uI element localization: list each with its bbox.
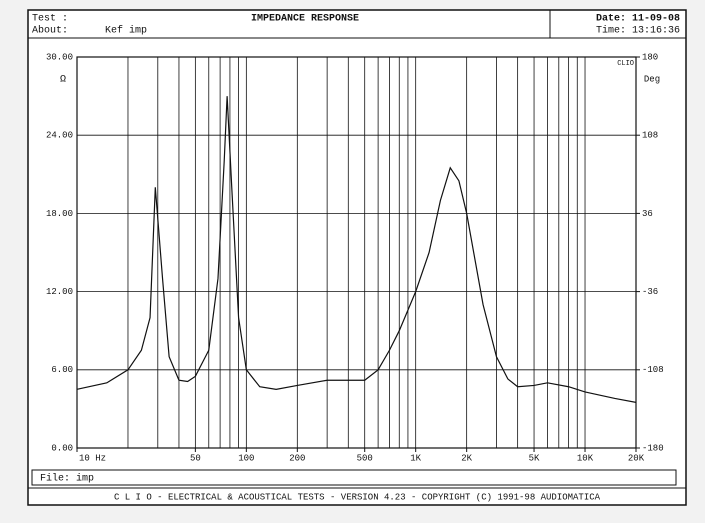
footer: C L I O - ELECTRICAL & ACOUSTICAL TESTS … xyxy=(114,492,601,502)
y2-axis-label: Deg xyxy=(644,74,660,84)
x-tick-label: 200 xyxy=(289,453,305,463)
y-tick-label: 0.00 xyxy=(51,443,73,453)
y-tick-label: 18.00 xyxy=(46,209,73,219)
y2-tick-label: -180 xyxy=(642,443,664,453)
x-tick-label: 10K xyxy=(577,453,594,463)
brand: CLIO xyxy=(617,60,634,68)
frame xyxy=(27,9,687,506)
y2-tick-label: 180 xyxy=(642,52,658,62)
time: Time: 13:16:36 xyxy=(596,25,680,37)
x-tick-label: 50 xyxy=(190,453,201,463)
x-tick-label: 10 Hz xyxy=(79,453,106,463)
file: File: imp xyxy=(40,473,94,485)
x-tick-label: 100 xyxy=(238,453,254,463)
y-tick-label: 24.00 xyxy=(46,131,73,141)
x-tick-label: 5K xyxy=(529,453,540,463)
file-box xyxy=(31,469,677,486)
title: IMPEDANCE RESPONSE xyxy=(251,14,359,25)
impedance-curve xyxy=(76,96,637,403)
y-tick-label: 12.00 xyxy=(46,287,73,297)
x-tick-label: 1K xyxy=(410,453,421,463)
y-axis-label: Ω xyxy=(60,75,66,86)
y2-tick-label: 108 xyxy=(642,131,658,141)
plot: 10 Hz 50 100 200 500 1K 2K 5K 10K 20K 0.00 6.00 12.0… xyxy=(46,52,664,463)
x-tick-label: 20K xyxy=(628,453,645,463)
x-tick-label: 500 xyxy=(357,453,373,463)
y2-tick-label: -108 xyxy=(642,365,664,375)
about-label: About: xyxy=(32,25,68,37)
about: Kef imp xyxy=(105,25,147,37)
y2-tick-label: -36 xyxy=(642,287,658,297)
x-tick-label: 2K xyxy=(461,453,472,463)
y2-tick-label: 36 xyxy=(642,209,653,219)
y-tick-label: 6.00 xyxy=(51,365,73,375)
y-tick-label: 30.00 xyxy=(46,52,73,62)
date: Date: 11-09-08 xyxy=(596,14,680,25)
test-label: Test : xyxy=(32,14,68,25)
